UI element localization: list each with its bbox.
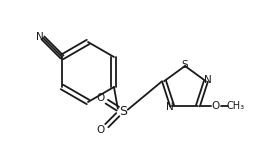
Text: S: S xyxy=(182,60,188,70)
Text: S: S xyxy=(119,105,127,118)
Text: N: N xyxy=(166,102,174,112)
Text: O: O xyxy=(97,125,105,135)
Text: N: N xyxy=(36,32,43,42)
Text: N: N xyxy=(204,75,212,85)
Text: O: O xyxy=(212,101,220,111)
Text: O: O xyxy=(97,93,105,103)
Text: CH₃: CH₃ xyxy=(227,101,245,111)
